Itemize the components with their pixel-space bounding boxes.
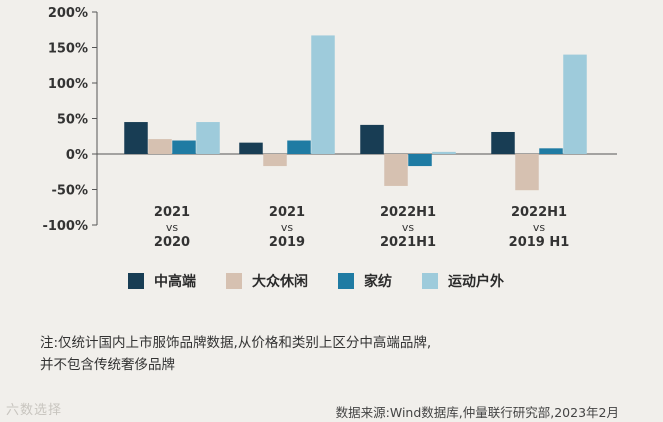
y-tick-label: 0% — [66, 148, 88, 163]
bar — [384, 154, 408, 186]
bar-chart: 200% 150% 100% 50% 0% -50% -100% 2021 vs 2020 2021… — [42, 6, 617, 250]
bar — [563, 54, 587, 154]
legend-item: 大众休闲 — [226, 271, 308, 291]
y-tick-label: 150% — [48, 42, 88, 57]
bar — [263, 154, 287, 167]
bar — [432, 151, 456, 154]
footnote-line-2: 并不包含传统奢侈品牌 — [40, 357, 175, 373]
bar — [408, 154, 432, 167]
bar — [515, 154, 539, 191]
footnote: 注:仅统计国内上市服饰品牌数据,从价格和类别上区分中高端品牌, 并不包含传统奢侈… — [40, 332, 600, 376]
footnote-line-1: 注:仅统计国内上市服饰品牌数据,从价格和类别上区分中高端品牌, — [40, 335, 432, 351]
x-category-label: 2021 vs 2020 — [154, 205, 190, 250]
bar — [311, 35, 335, 154]
x-category-label: 2022H1 vs 2019 H1 — [509, 205, 570, 250]
legend-label: 中高端 — [154, 274, 196, 290]
legend-item: 家纺 — [338, 271, 392, 291]
legend-swatch — [338, 273, 354, 289]
bar — [172, 140, 196, 154]
legend-swatch — [128, 273, 144, 289]
y-tick-label: 200% — [48, 6, 88, 21]
legend-item: 运动户外 — [422, 271, 504, 291]
legend-swatch — [226, 273, 242, 289]
bar — [239, 142, 263, 154]
bar — [287, 140, 311, 154]
legend-item: 中高端 — [128, 271, 196, 291]
legend-label: 运动户外 — [448, 274, 504, 290]
legend-swatch — [422, 273, 438, 289]
bar — [148, 139, 172, 154]
y-tick-label: -50% — [51, 184, 88, 199]
source-text: 数据来源:Wind数据库,仲量联行研究部,2023年2月 — [335, 405, 619, 420]
bar — [491, 131, 515, 154]
bar — [196, 122, 220, 154]
bar — [539, 148, 563, 154]
watermark: 六数选择 — [6, 403, 63, 418]
legend-label: 大众休闲 — [252, 274, 308, 290]
y-tick-label: -100% — [42, 219, 88, 234]
legend-label: 家纺 — [364, 274, 392, 290]
x-category-label: 2022H1 vs 2021H1 — [380, 205, 436, 250]
y-tick-label: 50% — [57, 113, 88, 128]
bar — [124, 122, 148, 154]
y-tick-label: 100% — [48, 77, 88, 92]
legend: 中高端 大众休闲 家纺 运动户外 — [128, 271, 534, 291]
x-category-label: 2021 vs 2019 — [269, 205, 305, 250]
bar — [360, 124, 384, 154]
